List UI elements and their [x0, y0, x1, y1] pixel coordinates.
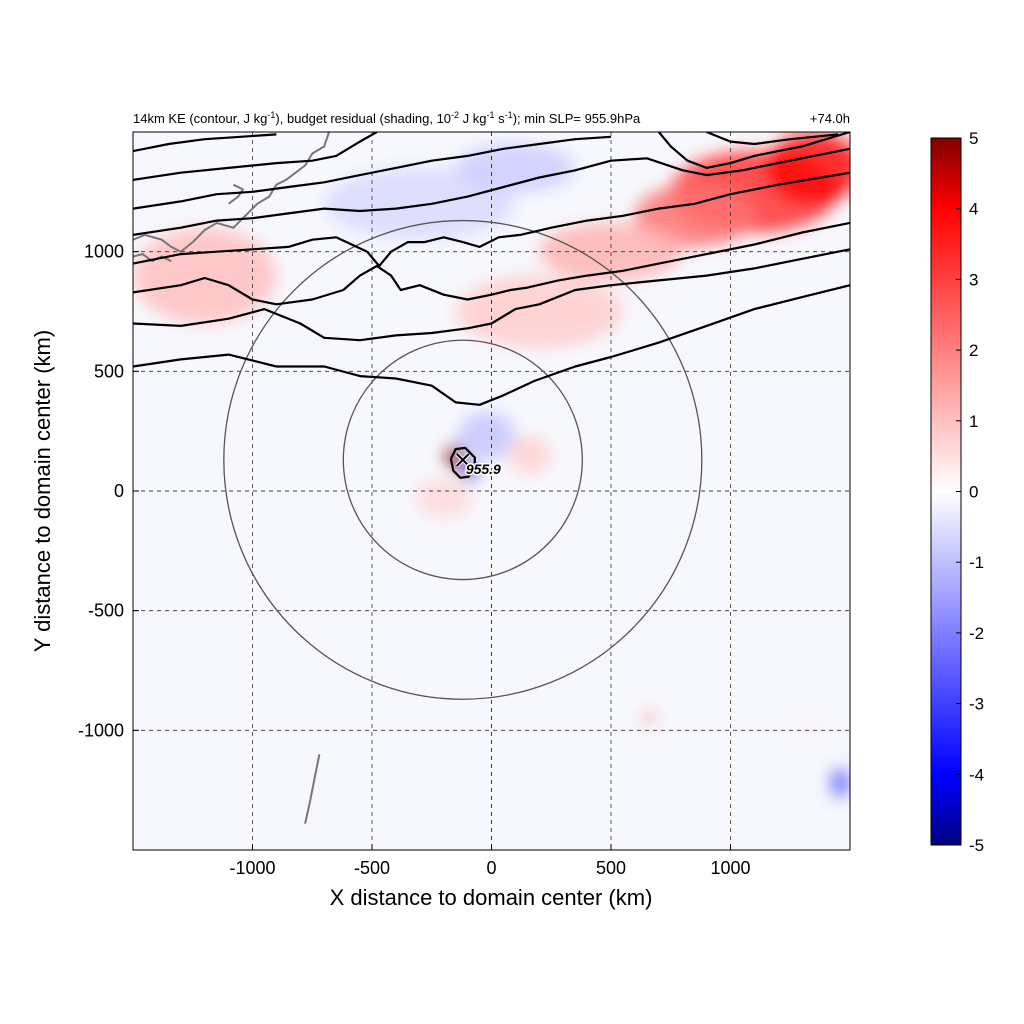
coastline	[304, 754, 321, 824]
colorbar-tick-label: 1	[969, 412, 978, 431]
colorbar-tick-label: -2	[969, 624, 984, 643]
colorbar-tick-label: -1	[969, 553, 984, 572]
ke-contours	[133, 132, 850, 479]
colorbar-tick-label: 3	[969, 270, 978, 289]
range-ring	[342, 339, 583, 581]
ke-contour	[133, 147, 850, 236]
ke-contour	[133, 135, 612, 210]
shading-patch	[644, 714, 654, 723]
x-axis-label: X distance to domain center (km)	[330, 885, 653, 910]
x-tick-label: 500	[596, 858, 626, 878]
coastline	[133, 132, 330, 253]
colorbar-tick-label: 5	[969, 129, 978, 148]
storm-center-group: 955.9	[455, 452, 503, 478]
shading-patch	[634, 184, 755, 247]
y-axis-label: Y distance to domain center (km)	[30, 330, 55, 652]
ke-contour	[657, 132, 850, 169]
ke-contour	[133, 171, 850, 268]
colorbar-tick-label: 2	[969, 341, 978, 360]
ke-contour	[133, 133, 277, 153]
x-axis-ticks: -1000 -500 0 500 1000	[229, 844, 751, 878]
shading-patch	[455, 143, 576, 192]
colorbar-tick-label: -3	[969, 695, 984, 714]
y-tick-label: 500	[94, 361, 124, 381]
y-tick-label: 0	[114, 481, 124, 501]
x-tick-label: -1000	[229, 858, 275, 878]
ke-contour	[706, 132, 839, 146]
shading-patch	[830, 768, 850, 798]
range-rings	[223, 219, 703, 700]
shading-patch	[415, 479, 473, 518]
colorbar-tick-label: -4	[969, 765, 984, 784]
ke-contour	[133, 284, 850, 406]
colorbar-tick-label: 4	[969, 200, 978, 219]
plot-area	[133, 132, 850, 850]
range-ring	[223, 219, 703, 700]
ke-contour	[133, 132, 378, 181]
y-tick-label: -1000	[78, 720, 124, 740]
x-tick-label: -500	[354, 858, 390, 878]
ke-contour	[449, 446, 476, 479]
shading-patch	[133, 227, 277, 324]
ke-contour	[133, 248, 850, 342]
shading-patch	[508, 435, 552, 475]
y-tick-label: 1000	[84, 242, 124, 262]
x-tick-label: 1000	[710, 858, 750, 878]
y-axis-ticks: -1000 -500 0 500 1000	[78, 242, 139, 740]
shading-patch	[806, 724, 813, 732]
ke-contour	[133, 221, 850, 306]
storm-center-marker	[456, 453, 470, 467]
shading-patch	[458, 412, 516, 460]
valid-time-label: +74.0h	[810, 111, 850, 126]
colorbar-tick-label: 0	[969, 483, 978, 502]
chart-title: 14km KE (contour, J kg-1), budget residu…	[133, 110, 641, 126]
x-tick-label: 0	[486, 858, 496, 878]
y-tick-label: -500	[88, 601, 124, 621]
colorbar-tick-label: -5	[969, 836, 984, 855]
min-slp-label: 955.9	[466, 461, 501, 477]
colorbar-ticks: 5 4 3 2 1 0 -1 -2 -3 -4 -5	[956, 129, 984, 855]
